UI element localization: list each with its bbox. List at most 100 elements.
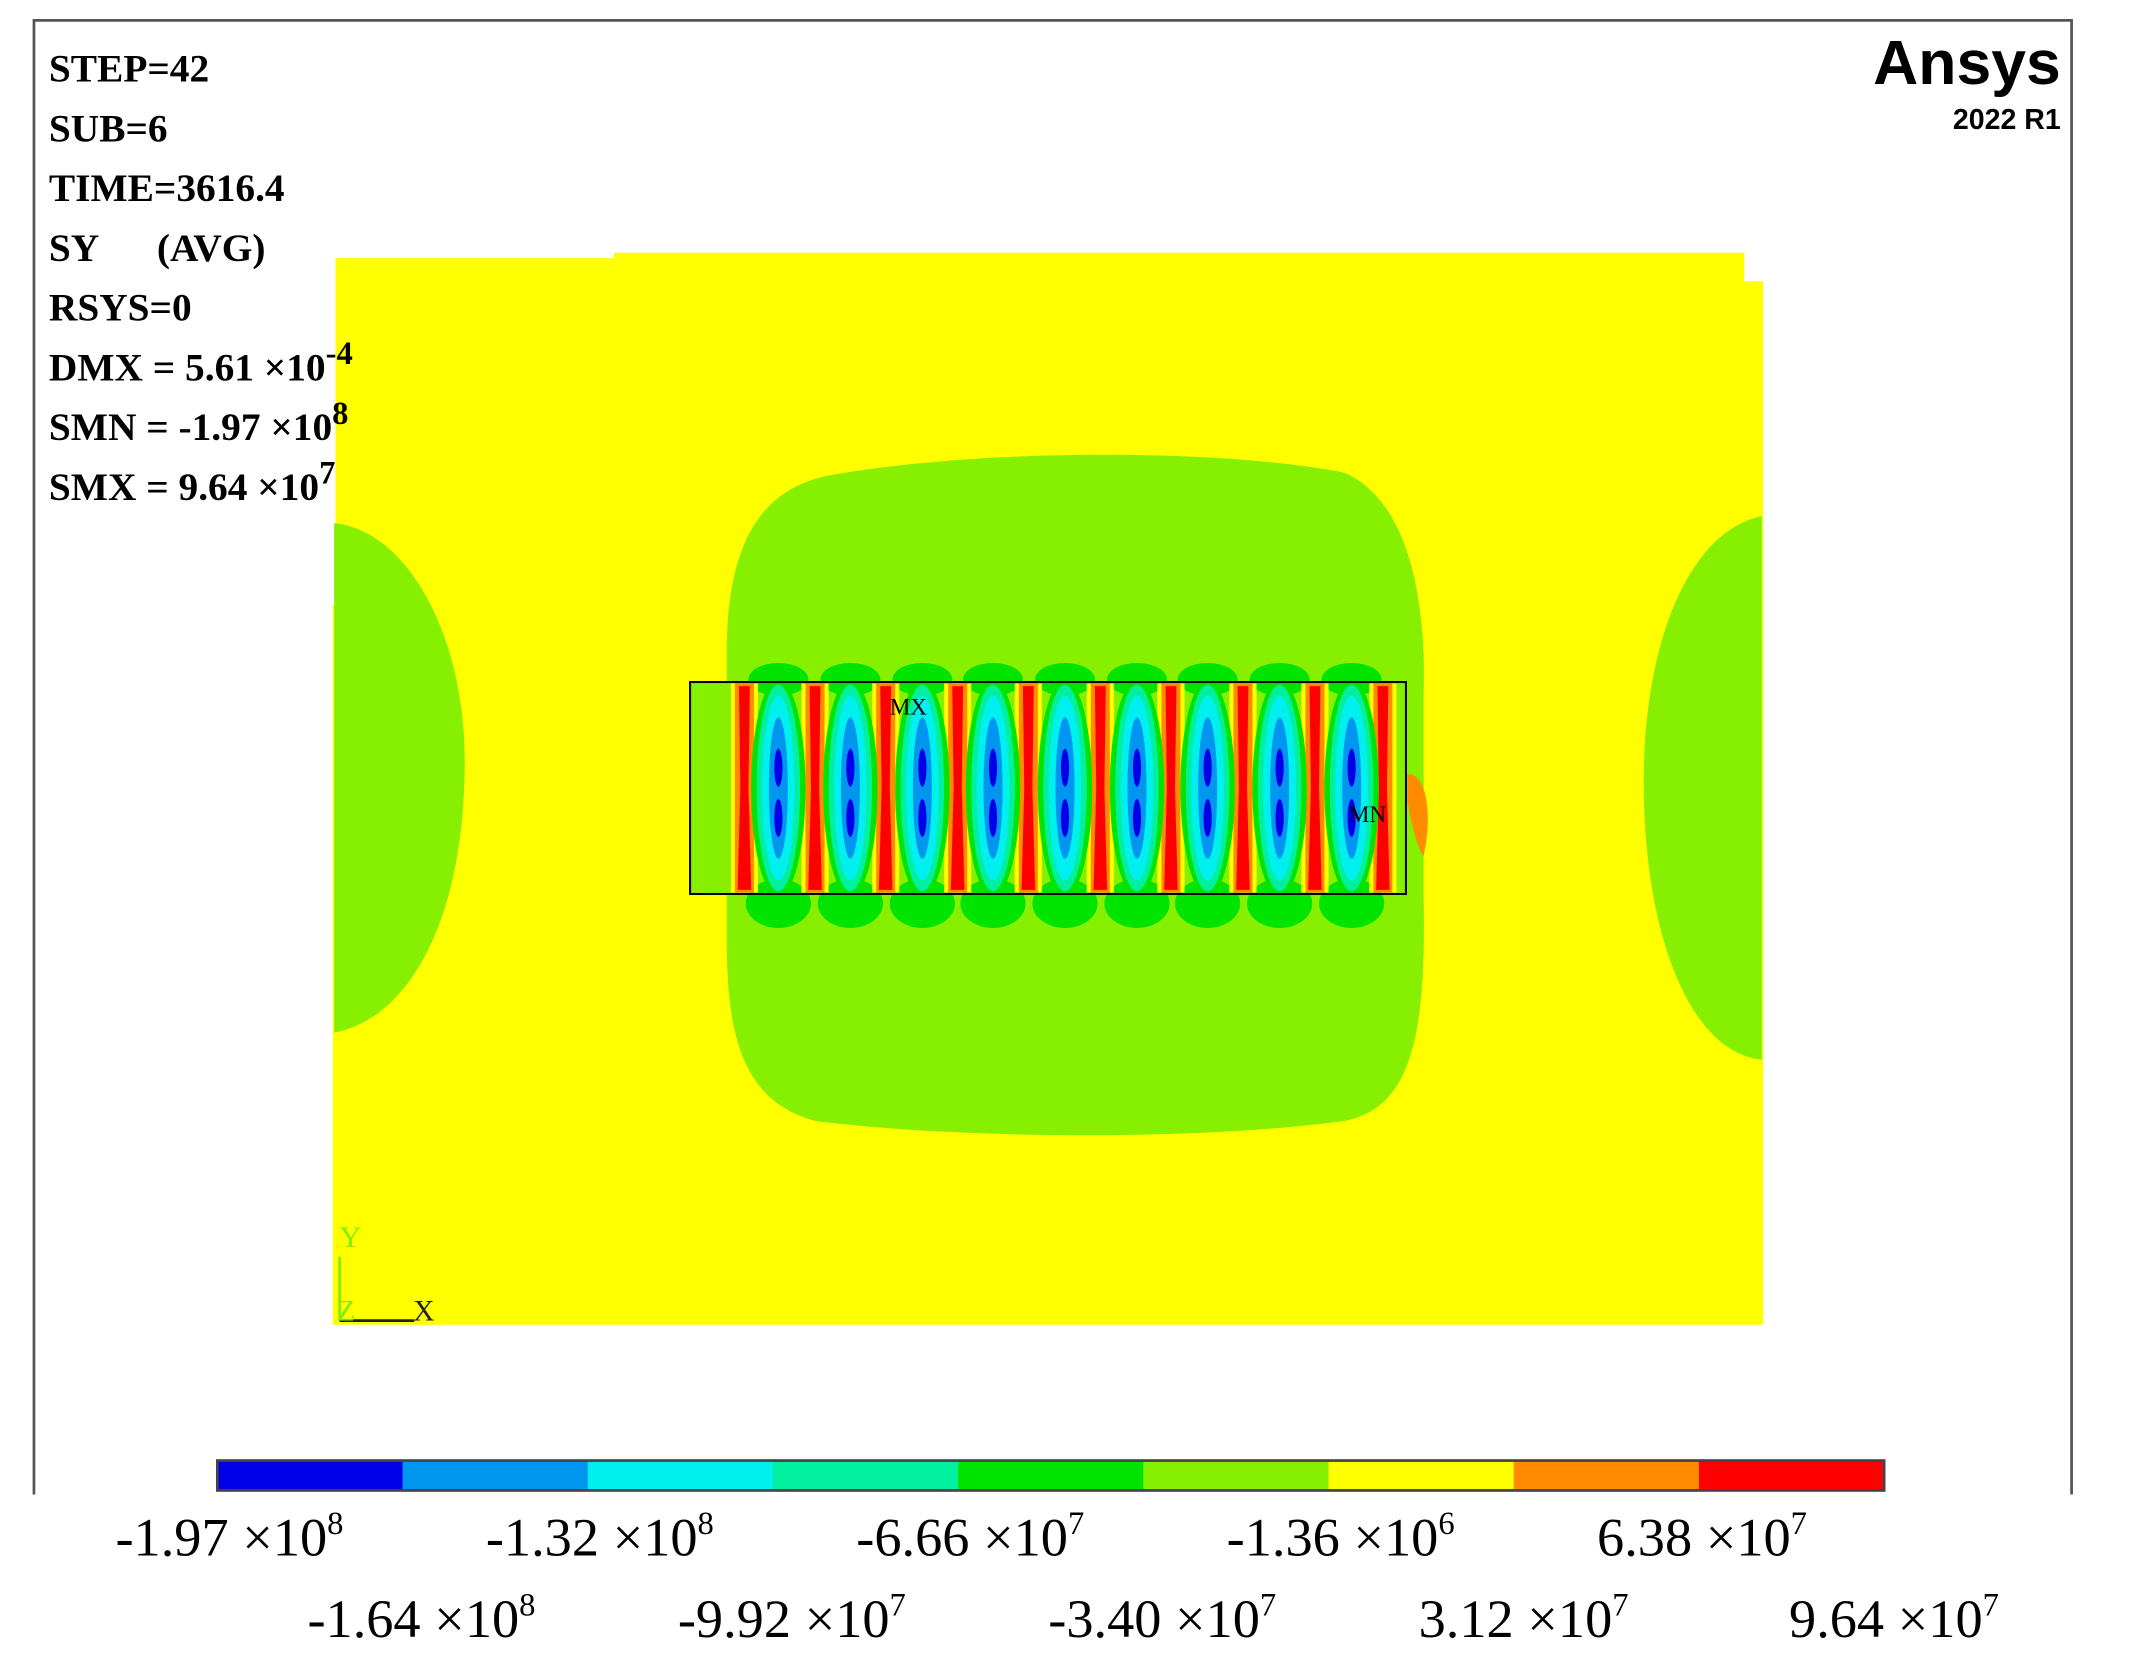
info-line: TIME=3616.4 bbox=[49, 166, 285, 210]
legend-sup: 7 bbox=[890, 1587, 906, 1623]
stripe-red bbox=[1093, 686, 1108, 890]
band bbox=[918, 798, 927, 837]
legend-swatch bbox=[958, 1460, 1145, 1491]
legend-text: -1.97 ×10 bbox=[115, 1508, 327, 1568]
stripe-red bbox=[950, 686, 965, 890]
band bbox=[1132, 798, 1142, 837]
legend-label: -9.92 ×107 bbox=[678, 1587, 906, 1649]
legend-swatch bbox=[1698, 1460, 1885, 1491]
lobe bbox=[1247, 879, 1313, 928]
lobe bbox=[960, 879, 1026, 928]
legend-swatch bbox=[402, 1460, 589, 1491]
legend-swatch bbox=[1328, 1460, 1515, 1491]
frame-border bbox=[32, 19, 2073, 1495]
lobe bbox=[1032, 879, 1098, 928]
band bbox=[1060, 798, 1070, 837]
legend-text: -1.64 ×10 bbox=[307, 1589, 519, 1649]
band bbox=[1203, 748, 1212, 787]
stripe-red bbox=[1164, 686, 1178, 890]
legend-label: -3.40 ×107 bbox=[1048, 1587, 1276, 1649]
info-block: STEP=42 SUB=6 TIME=3616.4 SY (AVG) RSYS=0 DMX… bbox=[49, 47, 353, 509]
info-line: STEP=42 bbox=[49, 47, 209, 91]
legend-swatch bbox=[217, 1460, 404, 1491]
legend-sup: 6 bbox=[1438, 1506, 1454, 1542]
band bbox=[988, 748, 998, 787]
legend-label: -6.66 ×107 bbox=[856, 1506, 1084, 1568]
band bbox=[1203, 798, 1212, 837]
legend-label: 6.38 ×107 bbox=[1597, 1506, 1807, 1568]
legend-sup: 7 bbox=[1983, 1587, 1999, 1623]
stripe-red bbox=[808, 686, 822, 890]
lobe bbox=[889, 879, 955, 928]
band bbox=[1275, 748, 1284, 787]
logo: Ansys bbox=[1873, 28, 2061, 98]
band bbox=[846, 798, 855, 837]
info-line: SMX = 9.64 ×107 bbox=[49, 456, 335, 509]
legend-sup: 8 bbox=[327, 1506, 343, 1542]
frame bbox=[32, 19, 2073, 1495]
band bbox=[1132, 748, 1142, 787]
legend-text: -1.36 ×10 bbox=[1227, 1508, 1439, 1568]
band bbox=[1342, 717, 1362, 859]
info-line: SUB=6 bbox=[49, 106, 168, 150]
legend-sup: 7 bbox=[1260, 1587, 1276, 1623]
band bbox=[768, 717, 788, 859]
legend-label: -1.64 ×108 bbox=[307, 1587, 535, 1649]
info-line: DMX = 5.61 ×10-4 bbox=[49, 336, 353, 389]
legend-text: 6.38 ×10 bbox=[1597, 1508, 1791, 1568]
band bbox=[1055, 717, 1075, 859]
legend-sup: 7 bbox=[1068, 1506, 1084, 1542]
stripe-red bbox=[1308, 686, 1322, 890]
info-text: STEP=42 bbox=[49, 47, 209, 91]
info-line: SMN = -1.97 ×108 bbox=[49, 396, 349, 449]
info-sup: 8 bbox=[332, 396, 348, 432]
legend-text: -9.92 ×10 bbox=[678, 1589, 890, 1649]
legend-sup: 7 bbox=[1791, 1506, 1807, 1542]
info-line: RSYS=0 bbox=[49, 286, 192, 330]
legend-sup: 7 bbox=[1612, 1587, 1628, 1623]
info-text: TIME=3616.4 bbox=[49, 166, 285, 210]
band bbox=[1060, 748, 1070, 787]
band bbox=[774, 748, 783, 787]
legend-label: 3.12 ×107 bbox=[1419, 1587, 1629, 1649]
halo-right bbox=[1643, 516, 1762, 1060]
info-line: SY (AVG) bbox=[49, 226, 266, 270]
info-text: SY (AVG) bbox=[49, 226, 266, 270]
legend-sup: 8 bbox=[519, 1587, 535, 1623]
triad-y-label: Y bbox=[340, 1221, 362, 1254]
legend-text: 3.12 ×10 bbox=[1419, 1589, 1613, 1649]
legend-label: -1.36 ×106 bbox=[1227, 1506, 1455, 1568]
stripe-red bbox=[1236, 686, 1250, 890]
legend: -1.97 ×108-1.64 ×108-1.32 ×108-9.92 ×107… bbox=[115, 1459, 1999, 1649]
band bbox=[846, 748, 855, 787]
min-label: MN bbox=[1349, 801, 1387, 827]
lobe bbox=[1104, 879, 1170, 928]
info-text: SMN = -1.97 ×10 bbox=[49, 405, 332, 449]
legend-label: -1.32 ×108 bbox=[486, 1506, 714, 1568]
legend-label: -1.97 ×108 bbox=[115, 1506, 343, 1568]
contour-plot: MX MN Y Z X bbox=[332, 252, 1764, 1328]
info-sup: -4 bbox=[326, 336, 353, 372]
legend-swatch bbox=[1513, 1460, 1700, 1491]
legend-text: -3.40 ×10 bbox=[1048, 1589, 1260, 1649]
band bbox=[774, 798, 783, 837]
lobe bbox=[1319, 879, 1385, 928]
stripe-red bbox=[1021, 686, 1036, 890]
lobe bbox=[745, 879, 811, 928]
legend-swatch bbox=[772, 1460, 959, 1491]
band bbox=[1198, 717, 1218, 859]
stripe-red bbox=[878, 686, 893, 890]
info-sup: 7 bbox=[319, 456, 335, 492]
info-text: DMX = 5.61 ×10 bbox=[49, 345, 326, 389]
legend-swatch bbox=[1143, 1460, 1330, 1491]
halo-left bbox=[334, 523, 465, 1033]
band bbox=[918, 748, 927, 787]
lobe bbox=[817, 879, 883, 928]
legend-label: 9.64 ×107 bbox=[1789, 1587, 1999, 1649]
band bbox=[1270, 717, 1290, 859]
info-text: SMX = 9.64 ×10 bbox=[49, 465, 319, 509]
band bbox=[840, 717, 860, 859]
legend-swatch bbox=[587, 1460, 774, 1491]
info-text: SUB=6 bbox=[49, 106, 168, 150]
